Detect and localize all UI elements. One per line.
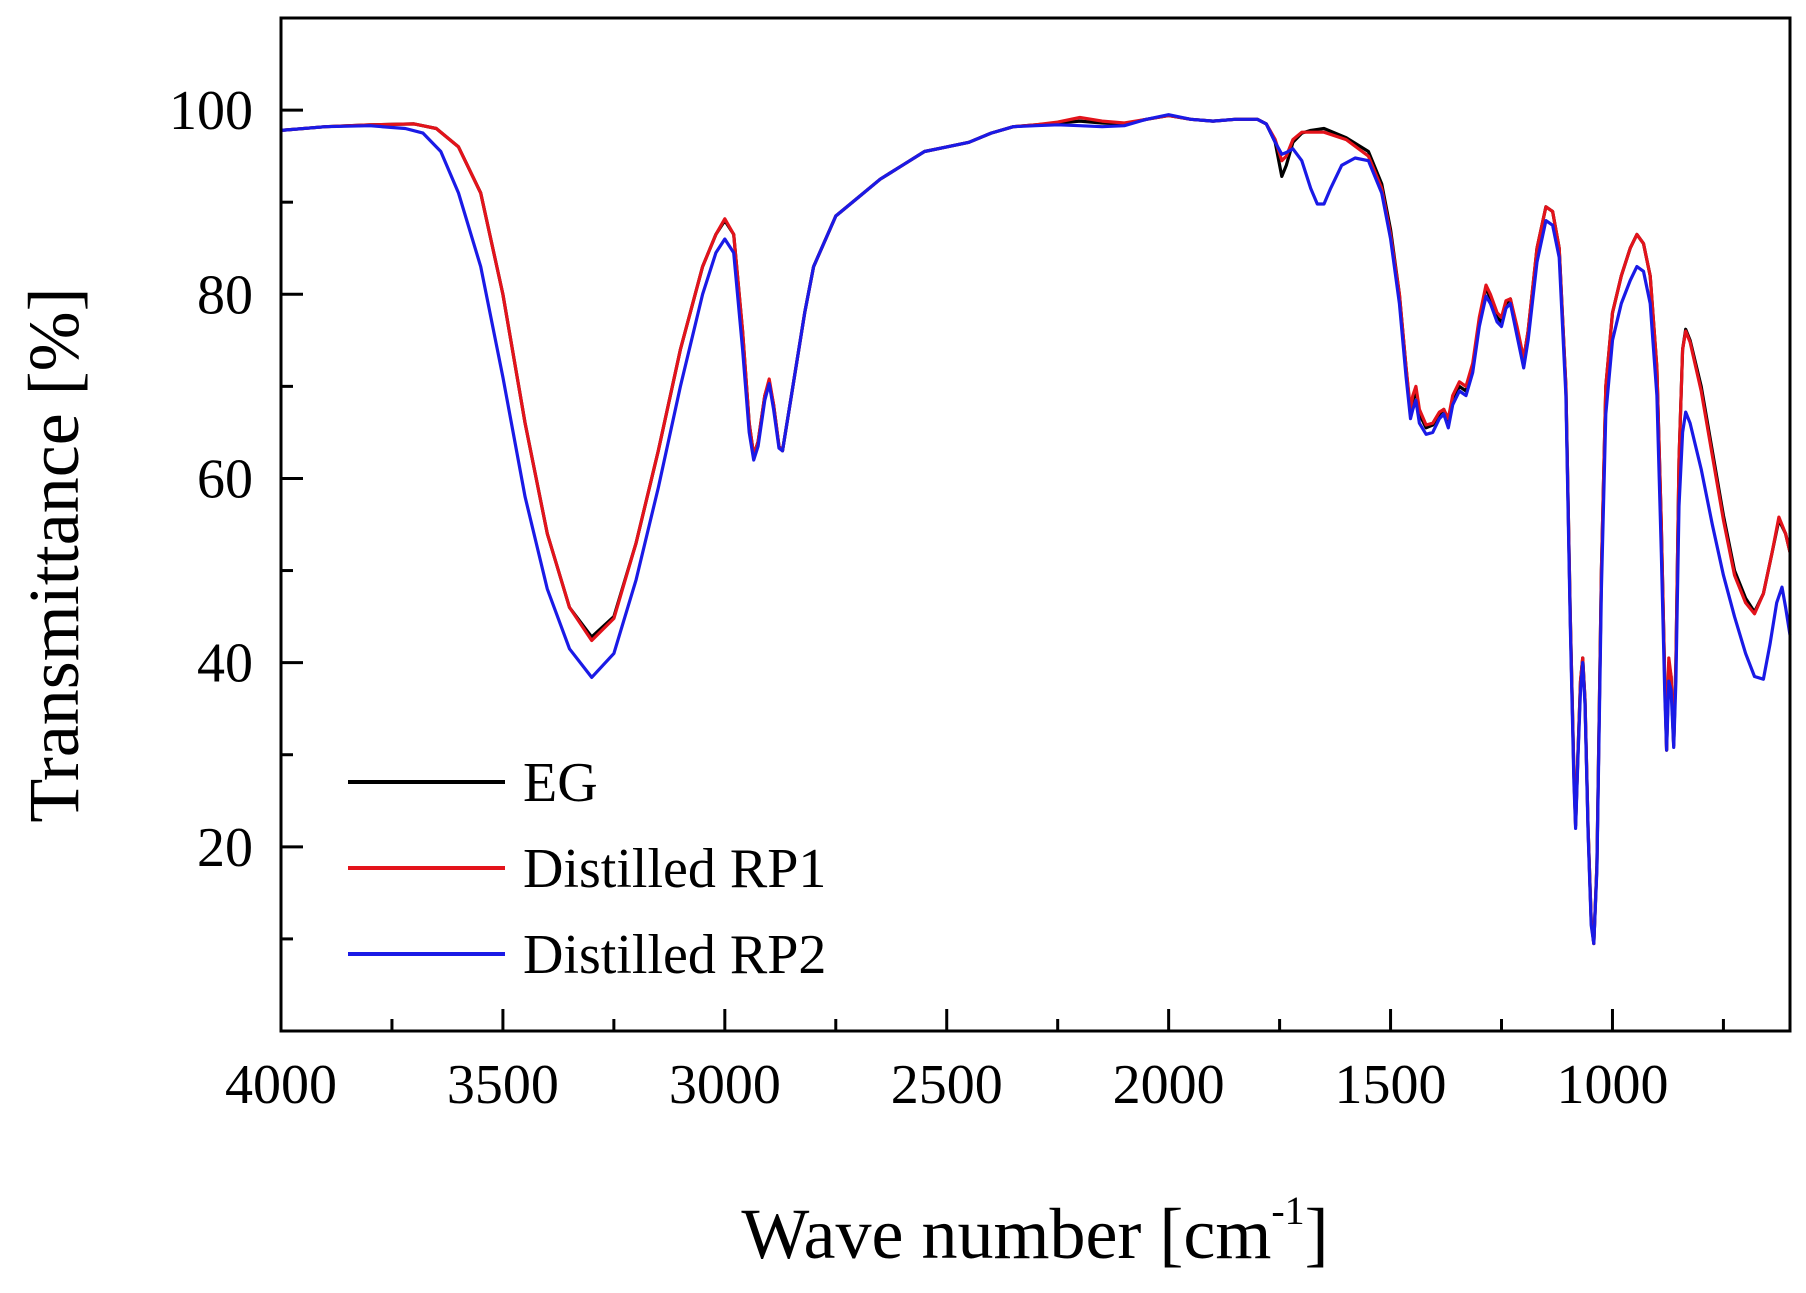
y-tick-label: 40 xyxy=(197,633,253,695)
x-tick-label: 3000 xyxy=(669,1054,781,1116)
y-tick-label: 60 xyxy=(197,448,253,510)
x-tick-label: 1500 xyxy=(1335,1054,1447,1116)
x-axis-title-main: Wave number [cm xyxy=(741,1194,1271,1274)
x-tick-label: 3500 xyxy=(447,1054,559,1116)
x-tick-label: 2500 xyxy=(891,1054,1003,1116)
x-tick-label: 4000 xyxy=(225,1054,337,1116)
x-tick-labels: 4000 3500 3000 2500 2000 1500 1000 xyxy=(225,1054,1668,1116)
y-tick-label: 100 xyxy=(169,80,253,142)
series-line-2 xyxy=(280,113,1792,946)
y-tick-label: 20 xyxy=(197,817,253,879)
series-line-1 xyxy=(280,114,1792,946)
x-ticks xyxy=(279,1009,1725,1031)
x-tick-label: 1000 xyxy=(1556,1054,1668,1116)
y-tick-label: 80 xyxy=(197,264,253,326)
y-tick-labels: 20 40 60 80 100 xyxy=(169,80,253,879)
y-axis-title: Transmittance [%] xyxy=(14,287,94,822)
legend-label-2: Distilled RP2 xyxy=(523,924,826,986)
legend-label-1: Distilled RP1 xyxy=(523,838,826,900)
x-axis-title-close: ] xyxy=(1305,1194,1329,1274)
legend-label-0: EG xyxy=(523,752,598,814)
x-axis-title-sup: -1 xyxy=(1271,1188,1304,1233)
legend: EG Distilled RP1 Distilled RP2 xyxy=(348,752,826,986)
y-ticks xyxy=(281,108,303,941)
x-tick-label: 2000 xyxy=(1113,1054,1225,1116)
plot-frame xyxy=(279,16,1792,1033)
series-line-0 xyxy=(280,114,1792,946)
x-axis-title: Wave number [cm-1] xyxy=(741,1188,1328,1274)
series-layer xyxy=(280,113,1792,946)
